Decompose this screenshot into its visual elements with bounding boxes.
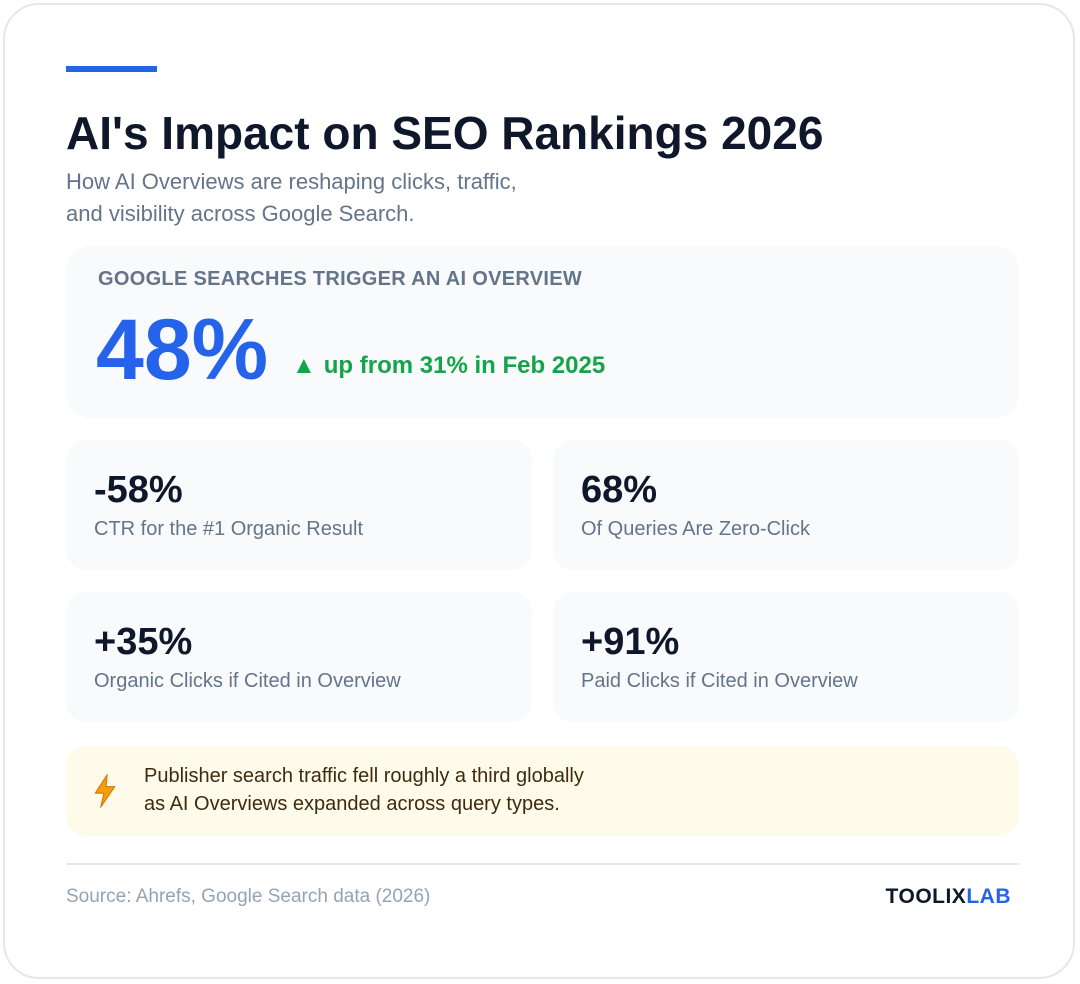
stat-label: Of Queries Are Zero-Click <box>581 518 810 540</box>
hero-stat-change-text: up from 31% in Feb 2025 <box>323 352 606 379</box>
stat-label: Paid Clicks if Cited in Overview <box>581 670 858 692</box>
stat-value: -58% <box>94 469 183 511</box>
page-title: AI's Impact on SEO Rankings 2026 <box>66 107 824 159</box>
stat-card-paid-clicks: +91% Paid Clicks if Cited in Overview <box>553 592 1019 722</box>
stat-value: 68% <box>581 469 658 511</box>
stat-label: Organic Clicks if Cited in Overview <box>94 670 401 692</box>
note-line-2: as AI Overviews expanded across query ty… <box>144 793 560 815</box>
stat-card-zero-click: 68% Of Queries Are Zero-Click <box>553 440 1019 570</box>
note-line-1: Publisher search traffic fell roughly a … <box>144 765 584 787</box>
page-subtitle: How AI Overviews are reshaping clicks, t… <box>66 166 626 230</box>
lightning-icon <box>94 774 116 808</box>
stat-card-organic-clicks: +35% Organic Clicks if Cited in Overview <box>66 592 532 722</box>
subtitle-line-2: and visibility across Google Search. <box>66 201 415 226</box>
stat-card-ctr: -58% CTR for the #1 Organic Result <box>66 440 532 570</box>
insight-note-text: Publisher search traffic fell roughly a … <box>144 762 844 818</box>
hero-stat-card: GOOGLE SEARCHES TRIGGER AN AI OVERVIEW 4… <box>66 246 1019 418</box>
stat-value: +91% <box>581 621 680 663</box>
subtitle-line-1: How AI Overviews are reshaping clicks, t… <box>66 169 517 194</box>
brand-logo-part-2: LAB <box>966 885 1011 908</box>
hero-stat-change: ▲ up from 31% in Feb 2025 <box>292 352 605 380</box>
source-citation: Source: Ahrefs, Google Search data (2026… <box>66 886 431 907</box>
insight-note: Publisher search traffic fell roughly a … <box>66 746 1019 836</box>
stat-label: CTR for the #1 Organic Result <box>94 518 363 540</box>
up-arrow-icon: ▲ <box>292 352 316 379</box>
footer-divider <box>66 863 1019 865</box>
stat-value: +35% <box>94 621 193 663</box>
brand-logo: TOOLIXLAB <box>886 885 1011 909</box>
accent-bar <box>66 66 157 72</box>
infographic-card: AI's Impact on SEO Rankings 2026 How AI … <box>3 3 1075 979</box>
hero-stat-label: GOOGLE SEARCHES TRIGGER AN AI OVERVIEW <box>98 268 583 290</box>
brand-logo-part-1: TOOLIX <box>885 885 967 908</box>
hero-stat-value: 48% <box>96 302 269 398</box>
